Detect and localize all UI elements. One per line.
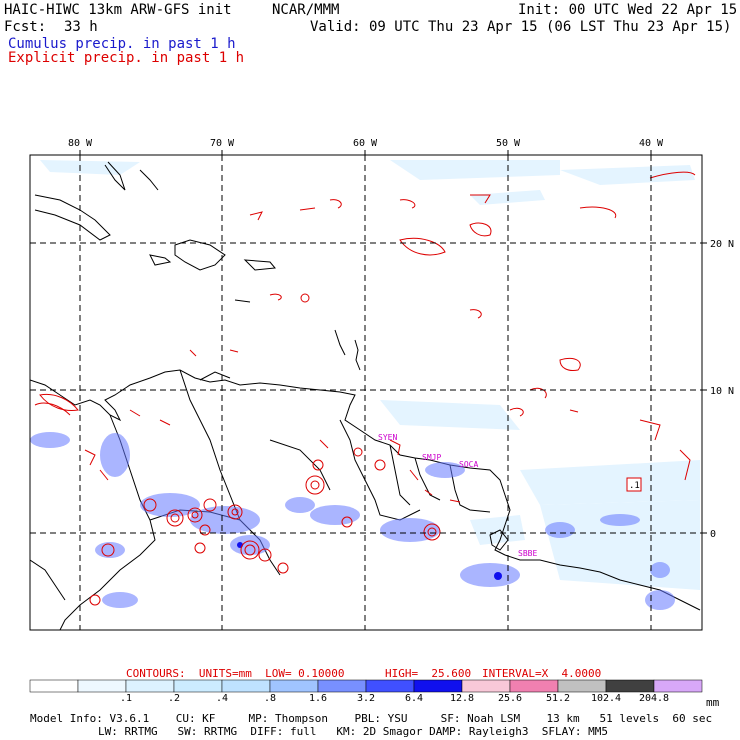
colorbar-label: 12.8 [449,693,475,704]
lon-label-70w: 70 W [210,138,235,149]
init-time: Init: 00 UTC Wed 22 Apr 15 [518,2,738,18]
colorbar-label: .2 [167,693,181,704]
station-smjp: SMJP [422,453,441,462]
model-title: HAIC-HIWC 13km ARW-GFS init [4,2,232,18]
contours-interval: INTERVAL=X 4.0000 [482,667,602,680]
lat-label-10n: 10 N [710,386,734,397]
colorbar-swatch [173,679,223,693]
colorbar-label: 6.4 [404,693,424,704]
model-info-line2: LW: RRTMG SW: RRTMG DIFF: full KM: 2D Sm… [98,725,608,738]
colorbar-swatch [221,679,271,693]
colorbar-swatch [125,679,175,693]
colorbar-label: .8 [263,693,277,704]
valid-time: Valid: 09 UTC Thu 23 Apr 15 (06 LST Thu … [310,19,732,35]
graticule [30,155,702,630]
explicit-precip [34,171,696,606]
colorbar-units: mm [706,696,720,709]
colorbar-label: .4 [215,693,229,704]
lon-label-60w: 60 W [353,138,378,149]
station-sbbe: SBBE [518,549,537,558]
colorbar-label: 204.8 [638,693,670,704]
colorbar-swatch [413,679,463,693]
colorbar-swatch [605,679,655,693]
colorbar-swatch [509,679,559,693]
map-frame [29,154,703,631]
lon-label-80w: 80 W [68,138,93,149]
fcst-label: Fcst: [4,19,47,35]
colorbar-label: 102.4 [590,693,622,704]
contours-info: CONTOURS: UNITS=mm LOW= 0.10000 [126,667,345,680]
colorbar-label: 3.2 [356,693,376,704]
colorbar-label: 25.6 [497,693,523,704]
colorbar-label: 1.6 [308,693,328,704]
model-info-line1: Model Info: V3.6.1 CU: KF MP: Thompson P… [30,712,713,725]
colorbar-swatch [461,679,511,693]
colorbar-swatch [653,679,703,693]
colorbar-label: .1 [119,693,133,704]
lon-label-40w: 40 W [639,138,664,149]
legend-cumulus: Cumulus precip. in past 1 h [8,36,236,52]
cumulus-precip [30,432,675,610]
contours-high: HIGH= 25.600 [385,667,472,680]
max-value-label: .1 [629,481,640,491]
lat-label-0: 0 [710,529,716,540]
colorbar-swatch [29,679,79,693]
colorbar-label: 51.2 [545,693,571,704]
colorbar-swatch [317,679,367,693]
colorbar-swatch [269,679,319,693]
legend-explicit: Explicit precip. in past 1 h [8,50,245,66]
light-precip-area [40,160,700,590]
colorbar-swatch [365,679,415,693]
colorbar [29,679,703,693]
colorbar-swatch [557,679,607,693]
max-value-box [626,477,642,492]
station-soca: SOCA [459,460,478,469]
station-syen: SYEN [378,433,397,442]
org-label: NCAR/MMM [272,2,340,18]
colorbar-swatch [77,679,127,693]
lon-label-50w: 50 W [496,138,521,149]
fcst-value: 33 h [64,19,98,35]
lat-label-20n: 20 N [710,239,734,250]
